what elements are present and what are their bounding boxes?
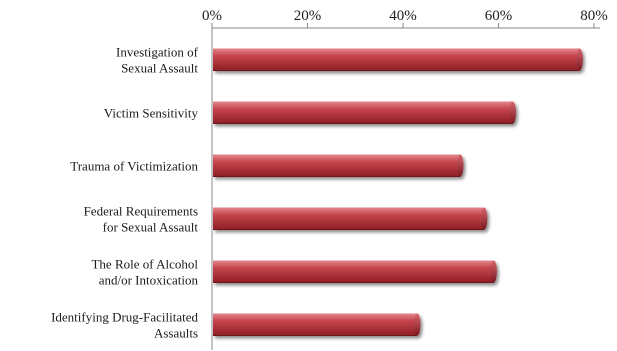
- category-label: Assaults: [154, 326, 198, 341]
- bar: [213, 313, 421, 336]
- category-label: The Role of Alcohol: [91, 257, 198, 272]
- category-label: for Sexual Assault: [103, 220, 199, 235]
- category-label: Trauma of Victimization: [70, 159, 198, 174]
- category-label: Identifying Drug-Facilitated: [51, 310, 198, 325]
- category-label: Sexual Assault: [121, 61, 198, 76]
- x-tick-label: 40%: [389, 8, 417, 24]
- category-label: Victim Sensitivity: [104, 106, 199, 121]
- bar: [213, 48, 583, 71]
- bar: [213, 260, 497, 283]
- bar: [213, 101, 517, 124]
- bar: [213, 207, 488, 230]
- x-tick-label: 60%: [485, 8, 513, 24]
- x-tick-label: 0%: [202, 8, 222, 24]
- x-tick-label: 20%: [294, 8, 322, 24]
- category-label: Investigation of: [116, 45, 199, 60]
- x-tick-label: 80%: [580, 8, 608, 24]
- category-label: Federal Requirements: [84, 204, 198, 219]
- category-label: and/or Intoxication: [99, 273, 199, 288]
- bars: [213, 48, 583, 336]
- bar: [213, 154, 464, 177]
- x-axis-ticks: 0% 20% 40% 60% 80%: [202, 8, 608, 28]
